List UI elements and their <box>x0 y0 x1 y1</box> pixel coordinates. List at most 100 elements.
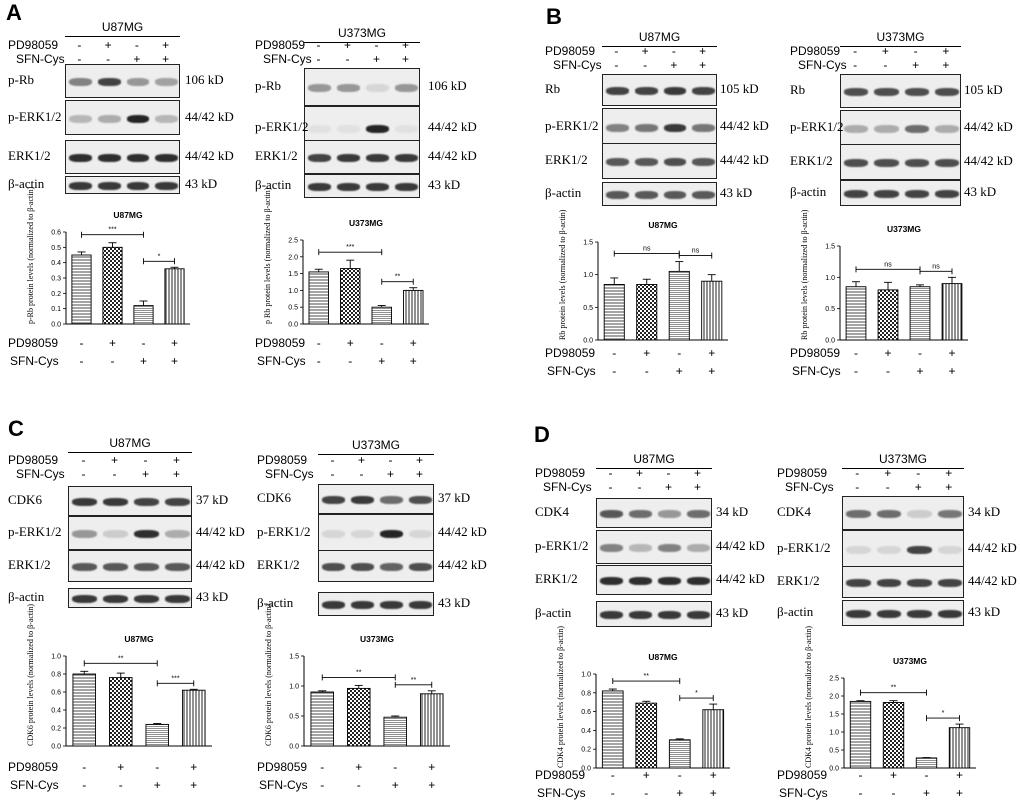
molecular-weight-label: 106 kD <box>185 72 224 87</box>
bar <box>701 280 723 341</box>
protein-band <box>72 563 97 571</box>
sfn-sign: + <box>162 52 170 66</box>
protein-band <box>72 595 97 603</box>
blot-strip <box>318 592 434 616</box>
chart-pd-sign: + <box>948 346 956 360</box>
sfn-sign: + <box>401 52 409 66</box>
bar <box>601 690 624 769</box>
protein-band <box>629 544 652 552</box>
sfn-sign: - <box>608 480 613 494</box>
pd-sign: + <box>104 38 112 52</box>
pd-sign: + <box>699 44 707 58</box>
y-tick-label: 1.5 <box>583 240 593 247</box>
y-tick-label: 2.5 <box>288 238 298 245</box>
protein-band <box>687 611 710 619</box>
pd-sign: + <box>884 466 892 480</box>
bar <box>948 727 971 769</box>
sfn-sign: - <box>643 58 648 72</box>
blot-row-label: β-actin <box>8 176 45 191</box>
y-tick-label: 0.5 <box>829 748 839 755</box>
protein-band <box>69 114 92 123</box>
blot-strip <box>318 514 434 552</box>
significance-label: *** <box>346 244 354 251</box>
pd-sign: + <box>945 466 953 480</box>
protein-band <box>874 190 899 198</box>
sfn-sign: + <box>699 58 707 72</box>
chart-pd-sign: - <box>612 346 617 360</box>
bar <box>668 739 691 769</box>
chart-title: U373MG <box>886 224 921 234</box>
sfn-sign: + <box>912 58 920 72</box>
y-tick-label: 0.8 <box>581 690 591 697</box>
chart-sfn-sign: - <box>610 786 615 800</box>
bar-chart: 0.00.10.20.30.40.50.6 **** <box>51 227 190 329</box>
blot-row-label: ERK1/2 <box>255 148 298 163</box>
chart-pd-sign: + <box>355 760 363 774</box>
chart-sfn-cys-label: SFN-Cys <box>10 354 59 368</box>
molecular-weight-label: 44/42 kD <box>964 153 1013 168</box>
protein-band <box>934 125 959 133</box>
pd-sign: - <box>671 44 676 58</box>
significance-label: ** <box>411 677 417 684</box>
chart-y-axis-label: CDK6 protein levels (normalized to β-act… <box>264 603 273 746</box>
pd-sign: + <box>881 44 889 58</box>
significance-label: ** <box>644 673 650 680</box>
protein-band <box>687 577 710 585</box>
y-tick-label: 1.0 <box>289 684 299 691</box>
blot-row-label: ERK1/2 <box>535 571 578 586</box>
protein-band <box>600 510 623 518</box>
significance-label: ** <box>356 669 362 676</box>
protein-band <box>395 154 418 162</box>
chart-pd-sign: + <box>708 346 716 360</box>
blot-strip <box>842 566 964 598</box>
protein-band <box>134 530 159 538</box>
sfn-sign: + <box>386 467 394 481</box>
chart-pd-sign: - <box>854 346 858 360</box>
protein-band <box>629 510 652 518</box>
molecular-weight-label: 43 kD <box>438 595 471 610</box>
pd98059-label: PD98059 <box>535 466 586 480</box>
title-underline <box>318 454 434 455</box>
protein-band <box>366 183 389 191</box>
title-underline <box>304 42 420 43</box>
chart-pd-sign: + <box>409 336 417 350</box>
sfn-cys-label: SFN-Cys <box>785 480 834 494</box>
chart-sfn-sign: - <box>348 354 353 368</box>
y-tick-label: 0.3 <box>51 276 61 283</box>
chart-pd-sign: - <box>379 336 384 350</box>
chart-sfn-cys-label: SFN-Cys <box>257 354 306 368</box>
pd-sign: + <box>693 466 701 480</box>
protein-band <box>126 154 150 162</box>
molecular-weight-label: 44/42 kD <box>716 538 765 553</box>
protein-band <box>322 530 345 538</box>
chart-pd-sign: + <box>190 760 198 774</box>
chart-sfn-sign: - <box>886 364 890 378</box>
y-tick-label: 0.2 <box>51 726 61 733</box>
molecular-weight-label: 44/42 kD <box>720 152 769 167</box>
significance-label: *** <box>171 675 179 682</box>
sfn-sign: + <box>914 480 922 494</box>
molecular-weight-label: 34 kD <box>968 504 1001 519</box>
blot-strip <box>596 601 712 627</box>
protein-band <box>103 530 128 538</box>
protein-band <box>600 577 623 585</box>
protein-band <box>366 154 389 162</box>
chart-pd-sign: - <box>924 768 929 782</box>
protein-band <box>874 159 899 167</box>
molecular-weight-label: 43 kD <box>716 605 749 620</box>
chart-sfn-sign: + <box>378 354 386 368</box>
chart-sfn-cys-label: SFN-Cys <box>547 364 596 378</box>
protein-band <box>844 190 869 198</box>
chart-sfn-sign: - <box>118 778 123 792</box>
protein-band <box>69 78 92 86</box>
y-tick-label: 1.0 <box>581 672 591 679</box>
bar <box>383 716 408 747</box>
molecular-weight-label: 105 kD <box>720 81 759 96</box>
bar <box>72 673 97 747</box>
sfn-sign: - <box>853 58 858 72</box>
protein-band <box>134 563 159 571</box>
blot-row-label: CDK6 <box>257 490 291 505</box>
protein-band <box>69 154 92 162</box>
protein-band <box>72 530 97 538</box>
blot-row-label: ERK1/2 <box>8 148 51 163</box>
